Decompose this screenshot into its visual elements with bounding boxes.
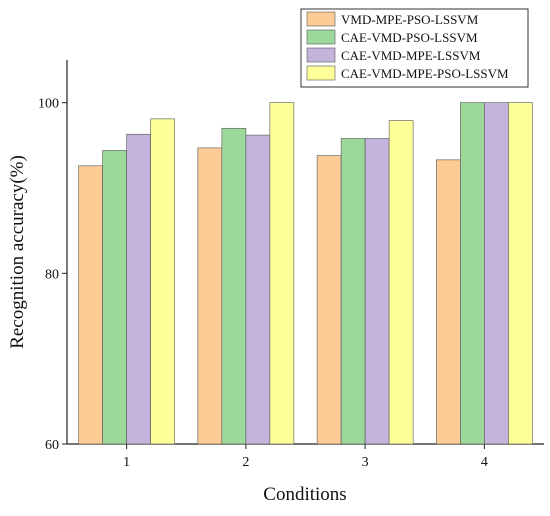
bar: [364, 138, 390, 445]
bar: [197, 147, 223, 445]
bar: [78, 165, 103, 445]
y-axis-ticks: 60 80 100: [38, 97, 67, 453]
bar: [102, 150, 127, 445]
bar: [508, 102, 533, 445]
legend-label: CAE-VMD-PSO-LSSVM: [341, 30, 478, 45]
bar: [484, 102, 509, 445]
bar: [245, 134, 271, 445]
legend-swatch: [306, 11, 336, 27]
bar: [340, 138, 366, 445]
bar: [316, 155, 342, 445]
bar: [150, 118, 175, 445]
bar: [221, 127, 247, 445]
y-tick-label: 80: [45, 267, 59, 282]
legend-label: VMD-MPE-PSO-LSSVM: [341, 12, 479, 27]
bar: [126, 133, 151, 445]
x-axis-ticks: 1 2 3 4: [123, 444, 488, 470]
x-axis-label: Conditions: [263, 484, 346, 505]
legend: VMD-MPE-PSO-LSSVM CAE-VMD-PSO-LSSVM CAE-…: [300, 8, 529, 88]
bar: [460, 102, 485, 445]
x-tick-label: 2: [242, 455, 249, 470]
legend-swatch: [306, 47, 336, 63]
bar: [388, 120, 414, 445]
x-tick-label: 1: [123, 455, 130, 470]
legend-frame: [300, 8, 529, 88]
legend-label: CAE-VMD-MPE-LSSVM: [341, 48, 481, 63]
bar: [269, 102, 295, 445]
bar: [436, 159, 461, 445]
x-tick-label: 3: [362, 455, 369, 470]
legend-swatch: [306, 65, 336, 81]
legend-label: CAE-VMD-MPE-PSO-LSSVM: [341, 66, 509, 81]
y-tick-label: 60: [45, 438, 59, 453]
y-tick-label: 100: [38, 97, 59, 112]
x-tick-label: 4: [481, 455, 488, 470]
bar-series-group: [78, 102, 533, 445]
y-axis-label: Recognition accuracy(%): [7, 155, 28, 349]
legend-swatch: [306, 29, 336, 45]
